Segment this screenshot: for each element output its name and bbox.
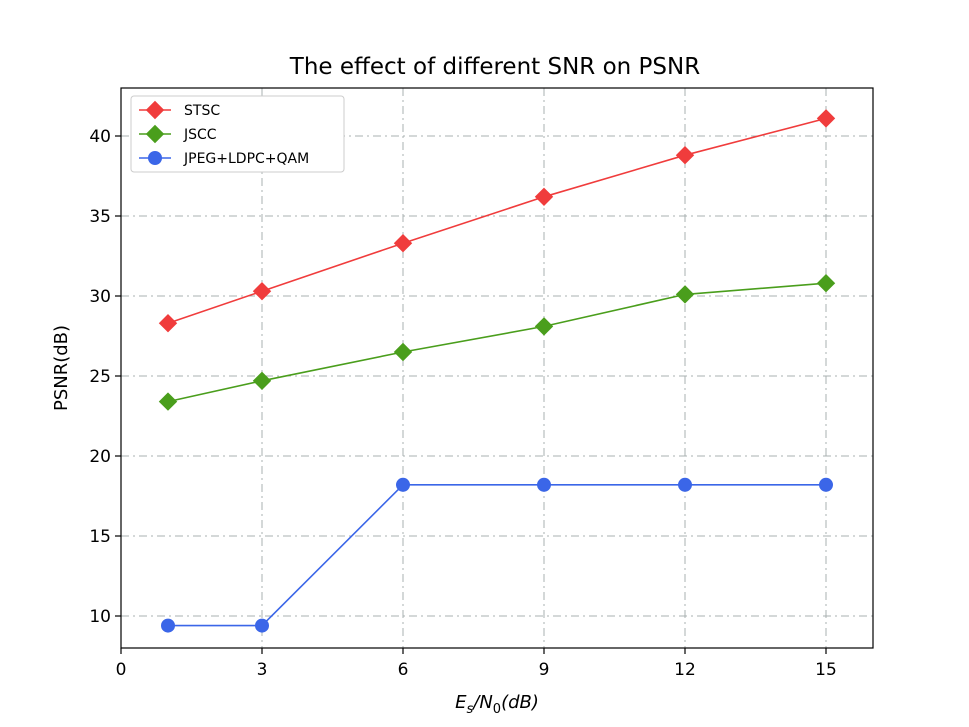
data-point <box>158 313 178 333</box>
y-tick-label: 40 <box>89 127 111 147</box>
data-point <box>393 342 413 362</box>
data-point <box>396 477 410 492</box>
data-point <box>158 392 178 411</box>
chart-title: The effect of different SNR on PSNR <box>289 54 700 80</box>
x-tick-label: 6 <box>398 660 409 680</box>
legend: STSC JSCC JPEG+LDPC+QAM <box>130 95 345 173</box>
x-tick-label: 15 <box>815 660 837 680</box>
series-line <box>168 483 826 627</box>
legend-label-jpeg: JPEG+LDPC+QAM <box>183 151 309 167</box>
data-point <box>816 109 836 128</box>
x-tick-label: 9 <box>539 660 550 680</box>
x-tick-label: 0 <box>116 660 127 680</box>
series-0 <box>158 109 836 333</box>
y-tick-label: 35 <box>89 207 111 227</box>
data-point <box>252 281 272 301</box>
y-tick-label: 25 <box>89 367 111 387</box>
series-group <box>158 109 836 633</box>
legend-box <box>130 95 345 173</box>
x-tick-label: 3 <box>257 660 268 680</box>
series-line <box>167 282 827 403</box>
legend-marker <box>145 100 165 120</box>
data-point <box>534 187 554 207</box>
data-point <box>678 477 692 492</box>
data-point <box>161 618 175 633</box>
y-tick-label: 30 <box>89 287 111 307</box>
y-tick-label: 10 <box>89 607 111 627</box>
data-point <box>819 477 833 492</box>
series-line <box>167 117 827 324</box>
legend-marker <box>145 124 165 144</box>
series-1 <box>158 273 836 411</box>
plot-area-frame <box>120 87 874 649</box>
data-point <box>534 317 554 336</box>
y-tick-label: 20 <box>89 447 111 467</box>
axis-ticks: 0 3 6 9 12 15 10 15 20 25 30 35 40 <box>89 127 836 680</box>
x-tick-label: 12 <box>674 660 696 680</box>
data-point <box>675 285 695 304</box>
grid-lines <box>121 88 873 648</box>
data-point <box>675 145 695 165</box>
legend-marker <box>148 151 162 165</box>
data-point <box>393 233 413 253</box>
data-point <box>816 273 836 293</box>
y-axis-label: PSNR(dB) <box>51 325 72 411</box>
x-axis-label: Es/N0(dB) <box>455 692 539 717</box>
data-point <box>537 477 551 492</box>
data-point <box>255 618 269 633</box>
series-2 <box>161 477 833 633</box>
data-point <box>252 371 272 391</box>
legend-label-stsc: STSC <box>184 103 220 119</box>
legend-label-jscc: JSCC <box>183 127 217 143</box>
y-tick-label: 15 <box>89 527 111 547</box>
